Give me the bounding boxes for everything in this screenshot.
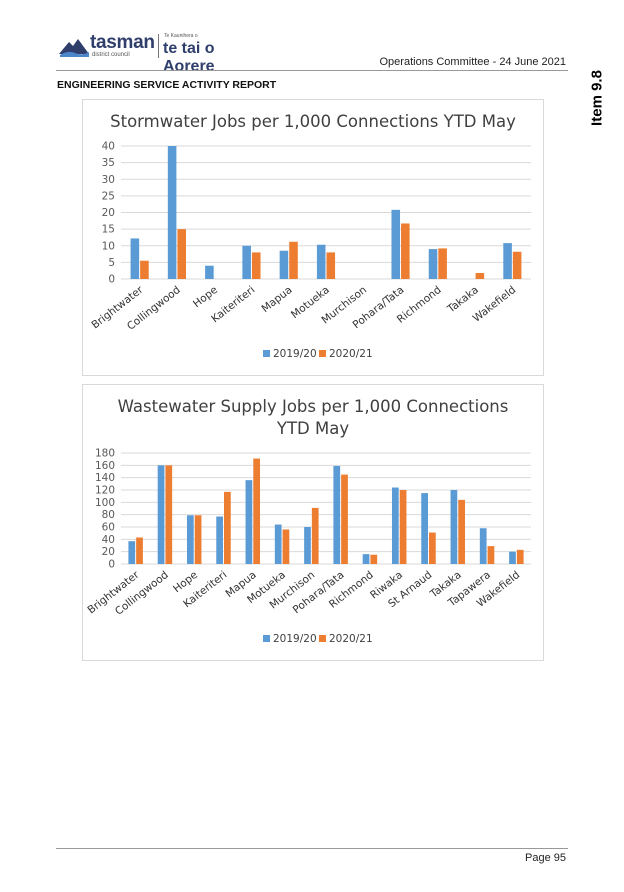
- bar-2019-20-hope: [186, 515, 194, 564]
- bar-2019-20-kaiteriteri: [242, 245, 251, 279]
- logo-divider: [158, 34, 159, 58]
- y-tick-label: 80: [102, 509, 115, 521]
- page-number: Page 95: [525, 852, 566, 864]
- item-label: Item 9.8: [585, 64, 609, 132]
- bar-2019-20-brightwater: [128, 541, 136, 564]
- logo-subtitle: district council: [92, 52, 130, 58]
- bar-2020-21-mapua: [289, 241, 298, 279]
- bar-2019-20-tapawera: [479, 528, 487, 564]
- bar-2019-20-richmond: [428, 249, 438, 279]
- bar-2020-21-kaiteriteri: [224, 491, 231, 564]
- bar-2020-21-collingwood: [165, 465, 173, 564]
- y-tick-label: 5: [108, 257, 115, 269]
- bar-2019-20-starnaud: [421, 493, 428, 564]
- y-tick-label: 120: [95, 485, 115, 497]
- bar-2019-20-motueka: [274, 524, 282, 564]
- y-tick-label: 40: [102, 141, 115, 153]
- bar-2020-21-wakefield: [512, 251, 522, 279]
- stormwater-chart: Stormwater Jobs per 1,000 Connections YT…: [89, 112, 531, 360]
- y-tick-label: 35: [102, 157, 115, 169]
- bar-2020-21-takaka: [458, 499, 466, 564]
- y-tick-label: 0: [108, 274, 115, 286]
- meeting-header: Operations Committee - 24 June 2021: [379, 56, 567, 68]
- bar-2019-20-wakefield: [503, 243, 512, 279]
- bar-2019-20-kaiteriteri: [216, 516, 223, 564]
- legend-label: 2019/20: [273, 633, 317, 645]
- bar-2020-21-motueka: [282, 529, 290, 564]
- legend-swatch: [319, 635, 326, 642]
- legend-swatch: [263, 635, 270, 642]
- y-tick-label: 40: [102, 534, 115, 546]
- y-tick-label: 100: [95, 497, 115, 509]
- bar-2020-21-takaka: [475, 273, 485, 279]
- bar-2019-20-collingwood: [157, 465, 165, 564]
- bar-2020-21-murchison: [311, 507, 319, 564]
- bar-2019-20-poharatata: [333, 465, 341, 564]
- bar-2020-21-mapua: [253, 458, 261, 564]
- wastewater-chart: Wastewater Supply Jobs per 1,000 Connect…: [85, 397, 531, 645]
- chart-title: Stormwater Jobs per 1,000 Connections YT…: [110, 112, 516, 131]
- y-tick-label: 160: [95, 460, 115, 472]
- item-label-text: Item 9.8: [588, 70, 606, 126]
- bar-2020-21-poharatata: [401, 223, 410, 279]
- bar-2020-21-poharatata: [341, 474, 348, 564]
- logo-name: tasman: [90, 32, 155, 53]
- y-tick-label: 10: [102, 240, 115, 252]
- bar-2019-20-hope: [205, 265, 214, 279]
- stormwater-chart-panel: Stormwater Jobs per 1,000 Connections YT…: [82, 99, 544, 376]
- footer-divider: [56, 848, 568, 849]
- report-title: ENGINEERING SERVICE ACTIVITY REPORT: [57, 79, 277, 91]
- bar-2020-21-hope: [194, 515, 202, 564]
- legend-label: 2020/21: [329, 348, 373, 360]
- y-tick-label: 140: [95, 472, 115, 484]
- y-tick-label: 25: [102, 190, 115, 202]
- bar-2019-20-mapua: [279, 250, 289, 279]
- y-tick-label: 20: [102, 546, 115, 558]
- x-category-label: Hope: [191, 284, 220, 310]
- bar-2020-21-riwaka: [399, 490, 407, 564]
- y-tick-label: 180: [95, 448, 115, 460]
- bar-2019-20-riwaka: [391, 487, 399, 564]
- chart-title-line-2: YTD May: [276, 419, 349, 438]
- bar-2020-21-collingwood: [177, 229, 186, 279]
- tasman-logo: tasman district council Te Kaunihera o t…: [58, 30, 258, 75]
- bar-2020-21-tapawera: [487, 546, 495, 564]
- logo-maori-small: Te Kaunihera o: [164, 33, 198, 39]
- bar-2019-20-brightwater: [130, 238, 140, 279]
- bar-2019-20-collingwood: [167, 146, 177, 279]
- bar-2020-21-starnaud: [429, 532, 436, 564]
- bar-2019-20-murchison: [304, 527, 311, 564]
- bar-2020-21-brightwater: [136, 537, 143, 564]
- bar-2020-21-richmond: [370, 554, 378, 564]
- bar-2020-21-brightwater: [140, 260, 149, 279]
- bar-2020-21-richmond: [438, 248, 447, 279]
- legend-swatch: [319, 350, 326, 357]
- y-tick-label: 20: [102, 207, 115, 219]
- header-divider: [56, 70, 568, 71]
- bar-2019-20-poharatata: [391, 209, 401, 279]
- legend-swatch: [263, 350, 270, 357]
- y-tick-label: 60: [102, 522, 115, 534]
- bar-2020-21-wakefield: [516, 549, 524, 564]
- legend-label: 2020/21: [329, 633, 373, 645]
- bar-2019-20-mapua: [245, 480, 253, 564]
- wastewater-chart-panel: Wastewater Supply Jobs per 1,000 Connect…: [82, 384, 544, 661]
- y-tick-label: 0: [108, 559, 115, 571]
- bar-2019-20-wakefield: [509, 551, 516, 564]
- bar-2019-20-richmond: [362, 554, 370, 564]
- bar-2020-21-motueka: [326, 252, 336, 279]
- y-tick-label: 15: [102, 224, 115, 236]
- bar-2019-20-takaka: [450, 490, 458, 564]
- y-tick-label: 30: [102, 174, 115, 186]
- legend-label: 2019/20: [273, 348, 317, 360]
- bar-2020-21-kaiteriteri: [251, 252, 261, 279]
- chart-title-line-1: Wastewater Supply Jobs per 1,000 Connect…: [118, 397, 509, 416]
- bar-2019-20-motueka: [316, 244, 326, 279]
- mountain-logo-icon: [59, 39, 89, 57]
